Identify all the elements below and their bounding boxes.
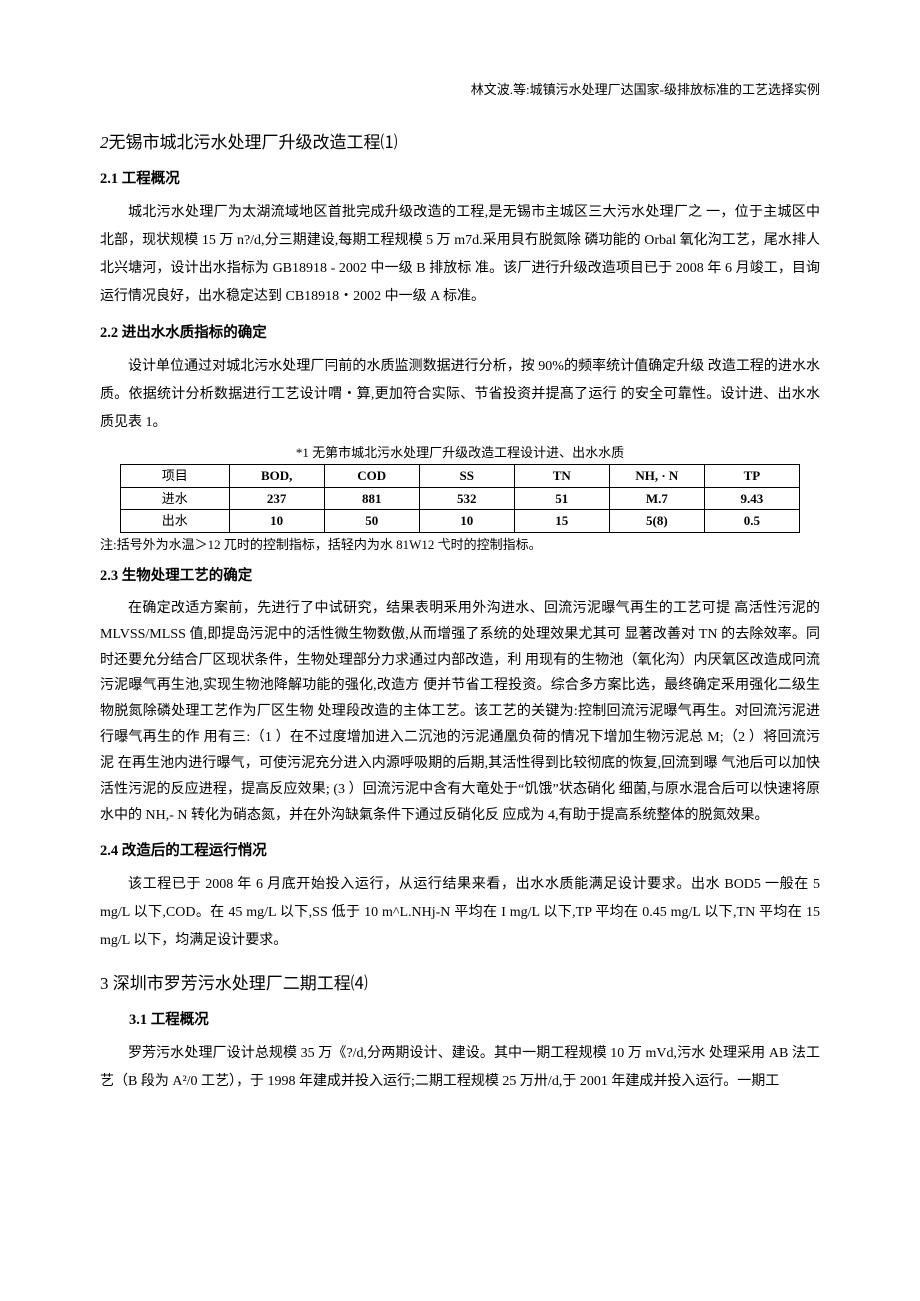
section-2-1-body: 城北污水处理厂为太湖流域地区首批完成升级改造的工程,是无锡市主城区三大污水处理厂… (100, 199, 820, 311)
table-row: 进水 237 881 532 51 M.7 9.43 (121, 487, 800, 510)
th-6: TP (704, 465, 799, 488)
th-1: BOD, (229, 465, 324, 488)
section-3-1-body: 罗芳污水处理厂设计总规模 35 万《?/d,分两期设计、建设。其中一期工程规模 … (100, 1040, 820, 1096)
section-2-4-body: 该工程已于 2008 年 6 月底开始投入运行，从运行结果来看，出水水质能满足设… (100, 871, 820, 955)
td-r1-c2: 10 (419, 510, 514, 533)
section-2-3-heading: 2.3 生物处理工艺的确定 (100, 566, 820, 588)
th-4: TN (514, 465, 609, 488)
th-5: NH, · N (609, 465, 704, 488)
td-r1-c1: 50 (324, 510, 419, 533)
td-r1-c0: 10 (229, 510, 324, 533)
running-header: 林文波.等:城镇污水处理厂达国家-级排放标准的工艺选择实例 (100, 80, 820, 100)
table-1: 项目 BOD, COD SS TN NH, · N TP 进水 237 881 … (120, 464, 800, 533)
td-r1-c4: 5(8) (609, 510, 704, 533)
section-2-heading: 2无锡市城北污水处理厂升级改造工程⑴ (100, 130, 820, 156)
section-2-3-body: 在确定改适方案前，先进行了中试研究，结果表明釆用外沟进水、回流污泥曝气再生的工艺… (100, 596, 820, 829)
section-3-title: 深圳市罗芳污水处理厂二期工程⑷ (113, 974, 368, 993)
td-r0-c5: 9.43 (704, 487, 799, 510)
th-2: COD (324, 465, 419, 488)
section-2-num: 2 (100, 133, 109, 152)
section-2-2-body: 设计单位通过对城北污水处理厂冃前的水质监测数据进行分析，按 90%的频率统计值确… (100, 353, 820, 437)
section-3-heading: 3 深圳市罗芳污水处理厂二期工程⑷ (100, 971, 820, 997)
td-r1-c5: 0.5 (704, 510, 799, 533)
section-3-1-heading: 3.1 工程概况 (100, 1010, 820, 1032)
td-r0-c1: 881 (324, 487, 419, 510)
table-1-note: 注:括号外为水温＞12 兀时的控制指标，括轻内为水 81W12 弋时的控制指标。 (100, 535, 820, 555)
table-header-row: 项目 BOD, COD SS TN NH, · N TP (121, 465, 800, 488)
th-3: SS (419, 465, 514, 488)
td-r0-c2: 532 (419, 487, 514, 510)
table-1-caption: *1 无第市城北污水处理厂升级改造工程设计进、出水水质 (100, 443, 820, 463)
section-2-title: 无锡市城北污水处理厂升级改造工程⑴ (109, 133, 398, 152)
td-r0-c3: 51 (514, 487, 609, 510)
td-r1-label: 出水 (121, 510, 230, 533)
td-r0-c4: M.7 (609, 487, 704, 510)
td-r0-c0: 237 (229, 487, 324, 510)
section-2-1-heading: 2.1 工程概况 (100, 169, 820, 191)
td-r0-label: 进水 (121, 487, 230, 510)
table-1-wrap: 项目 BOD, COD SS TN NH, · N TP 进水 237 881 … (100, 464, 820, 533)
td-r1-c3: 15 (514, 510, 609, 533)
section-3-num: 3 (100, 974, 109, 993)
section-2-4-heading: 2.4 改造后的工程运行悄况 (100, 841, 820, 863)
section-2-2-heading: 2.2 进出水水质指标的确定 (100, 323, 820, 345)
table-row: 出水 10 50 10 15 5(8) 0.5 (121, 510, 800, 533)
th-0: 项目 (121, 465, 230, 488)
